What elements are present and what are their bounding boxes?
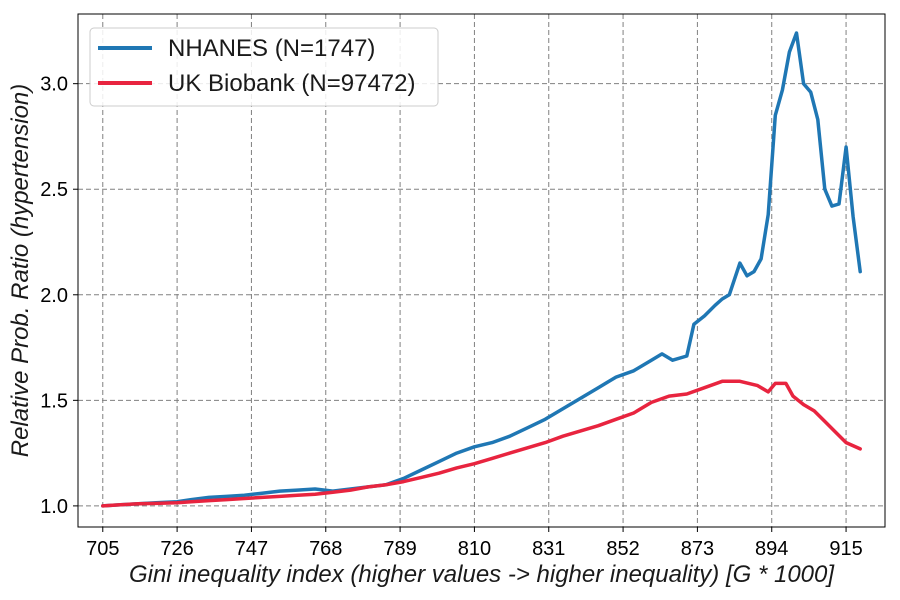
- legend: NHANES (N=1747) UK Biobank (N=97472): [89, 27, 439, 107]
- series-line-1: [101, 379, 862, 508]
- y-tick-label: 1.0: [40, 496, 68, 518]
- legend-box: [89, 27, 439, 107]
- x-tick-label: 789: [383, 538, 416, 560]
- y-tick-label: 1.5: [40, 390, 68, 412]
- x-tick-label: 915: [829, 538, 862, 560]
- series-lines: [101, 31, 862, 508]
- y-axis-label: Relative Prob. Ratio (hypertension): [7, 84, 34, 458]
- x-axis-label: Gini inequality index (higher values -> …: [129, 561, 835, 588]
- legend-label-1: UK Biobank (N=97472): [168, 70, 415, 97]
- x-tick-label: 705: [86, 538, 119, 560]
- x-tick-label: 894: [755, 538, 788, 560]
- x-tick-label: 726: [160, 538, 193, 560]
- y-tick-label: 2.5: [40, 179, 68, 201]
- x-tick-label: 810: [458, 538, 491, 560]
- series-line-0: [101, 31, 862, 508]
- x-axis-ticks: 705 726 747 768 789 810 831 852 873 894 915: [86, 527, 863, 560]
- x-tick-label: 873: [681, 538, 714, 560]
- y-tick-label: 3.0: [40, 74, 68, 96]
- plot-frame: [77, 13, 886, 528]
- y-axis-ticks: 1.0 1.5 2.0 2.5 3.0: [40, 74, 78, 518]
- y-tick-label: 2.0: [40, 285, 68, 307]
- legend-label-0: NHANES (N=1747): [168, 35, 375, 62]
- x-tick-label: 831: [532, 538, 565, 560]
- x-tick-label: 852: [606, 538, 639, 560]
- x-tick-label: 768: [309, 538, 342, 560]
- x-tick-label: 747: [235, 538, 268, 560]
